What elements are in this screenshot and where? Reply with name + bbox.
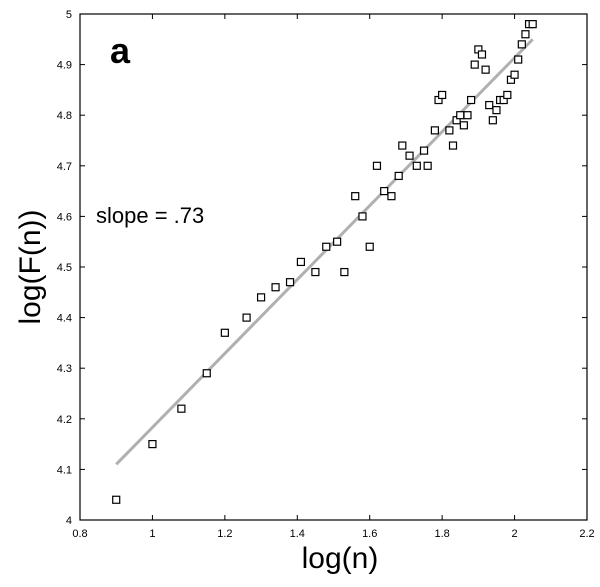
data-point <box>387 192 396 201</box>
y-axis-ticks: 4 4.1 4.2 4.3 4.4 4.5 4.6 4.7 4.8 4.9 5 <box>57 9 587 527</box>
data-point <box>430 126 439 135</box>
data-point <box>517 40 526 49</box>
data-point <box>419 146 429 155</box>
fit-line <box>115 38 534 466</box>
data-point <box>470 60 479 69</box>
x-tick-label: 1.2 <box>217 528 232 540</box>
x-tick-label: 1.6 <box>362 528 377 540</box>
data-point <box>448 141 458 150</box>
x-tick-label: 2.2 <box>579 528 594 540</box>
data-point <box>372 161 382 170</box>
data-point <box>112 495 121 504</box>
data-point <box>456 111 465 120</box>
x-tick-label: 1 <box>149 528 155 540</box>
data-point <box>528 20 537 29</box>
data-point <box>467 95 476 105</box>
data-point <box>405 151 414 160</box>
data-point <box>514 55 523 64</box>
data-point <box>296 257 306 267</box>
y-tick-label: 4.7 <box>57 161 72 173</box>
data-point <box>459 121 468 130</box>
data-point <box>242 313 251 322</box>
data-point <box>503 90 512 100</box>
data-point <box>220 328 229 337</box>
data-point <box>285 278 295 287</box>
data-point <box>488 116 497 125</box>
data-point <box>477 50 487 59</box>
y-tick-label: 4 <box>66 515 72 527</box>
data-point <box>333 237 342 246</box>
data-point <box>510 70 519 79</box>
data-point <box>412 161 421 170</box>
data-point <box>394 171 403 181</box>
x-tick-label: 1.8 <box>434 528 449 540</box>
data-point <box>463 111 472 120</box>
data-point <box>202 369 211 378</box>
y-tick-label: 4.4 <box>57 313 72 325</box>
data-point <box>398 141 407 150</box>
y-tick-label: 4.6 <box>57 211 72 223</box>
y-tick-label: 4.3 <box>57 363 72 375</box>
data-point <box>423 161 432 170</box>
slope-annotation: slope = .73 <box>96 203 204 228</box>
x-tick-label: 2 <box>512 528 518 540</box>
data-point <box>340 267 349 277</box>
y-tick-label: 4.1 <box>57 464 72 476</box>
data-point <box>438 90 447 100</box>
data-point <box>492 106 501 115</box>
data-point <box>358 212 367 221</box>
data-points <box>112 20 537 504</box>
data-point <box>521 30 530 39</box>
data-point <box>485 100 494 110</box>
y-tick-label: 4.8 <box>57 110 72 122</box>
data-point <box>256 293 266 302</box>
x-tick-label: 0.8 <box>72 528 87 540</box>
data-point <box>445 126 454 135</box>
data-point <box>380 187 389 196</box>
data-point <box>481 65 490 74</box>
y-tick-label: 5 <box>66 9 72 21</box>
panel-label: a <box>110 30 131 71</box>
x-axis-title: log(n) <box>302 542 379 575</box>
y-tick-label: 4.5 <box>57 262 72 274</box>
data-point <box>365 242 374 251</box>
data-point <box>322 242 331 251</box>
data-point <box>271 283 280 292</box>
data-point <box>177 404 186 413</box>
data-point <box>148 440 157 449</box>
data-point <box>351 192 360 201</box>
x-axis-ticks: 0.8 1 1.2 1.4 1.6 1.8 2 2.2 <box>72 14 595 540</box>
data-point <box>311 267 320 277</box>
y-axis-title: log(F(n)) <box>14 209 47 324</box>
x-tick-label: 1.4 <box>290 528 305 540</box>
y-tick-label: 4.9 <box>57 60 72 72</box>
y-tick-label: 4.2 <box>57 414 72 426</box>
